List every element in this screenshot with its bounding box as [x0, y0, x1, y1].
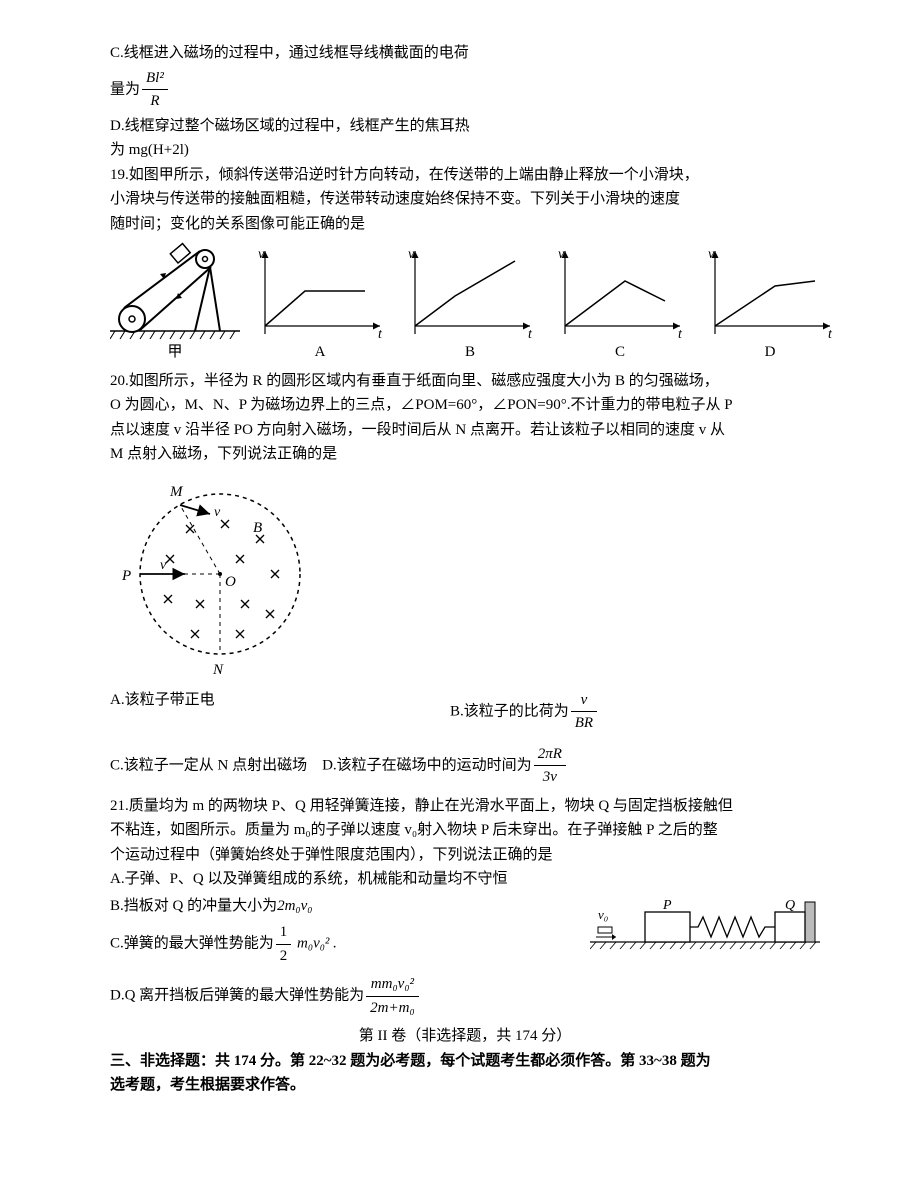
- q21-row-bcfig: B.挡板对 Q 的冲量大小为2m₀v₀ C.弹簧的最大弹性势能为12 m₀v₀²…: [110, 893, 820, 970]
- q20-figure: M v B P v O N: [110, 474, 820, 679]
- q21-optA: A.子弹、P、Q 以及弹簧组成的系统，机械能和动量均不守恒: [110, 868, 820, 891]
- section2-title: 第 II 卷（非选择题，共 174 分）: [110, 1025, 820, 1048]
- q19-vt-A: v t A: [250, 246, 390, 364]
- svg-text:t: t: [678, 327, 683, 341]
- label-N: N: [212, 662, 224, 678]
- q20-stem2: O 为圆心，M、N、P 为磁场边界上的三点，∠POM=60°，∠PON=90°.…: [110, 394, 820, 417]
- q18-fracC: Bl²R: [142, 67, 168, 113]
- q20-optB: B.该粒子的比荷为vBR: [450, 689, 820, 735]
- q18-opt-c-line2: 量为Bl²R: [110, 67, 820, 113]
- svg-text:t: t: [378, 327, 383, 341]
- q19-label-C: C: [550, 341, 690, 364]
- q19-stem1: 19.如图甲所示，倾斜传送带沿逆时针方向转动，在传送带的上端由静止释放一个小滑块…: [110, 164, 820, 187]
- q18-optc-prefix: 量为: [110, 81, 140, 97]
- q21-optB: B.挡板对 Q 的冲量大小为2m₀v₀: [110, 895, 570, 918]
- svg-text:v: v: [408, 247, 415, 262]
- q20-options-row2: C.该粒子一定从 N 点射出磁场 D.该粒子在磁场中的运动时间为2πR3v: [110, 743, 820, 789]
- label-P: P: [121, 568, 131, 584]
- svg-text:v: v: [258, 247, 265, 262]
- label-M: M: [169, 484, 184, 500]
- q20-stem1: 20.如图所示，半径为 R 的圆形区域内有垂直于纸面向里、磁感应强度大小为 B …: [110, 370, 820, 393]
- q21-stem3: 个运动过程中（弹簧始终处于弹性限度范围内），下列说法正确的是: [110, 844, 820, 867]
- q19-vt-D: v t D: [700, 246, 840, 364]
- q20-options-row1: A.该粒子带正电 B.该粒子的比荷为vBR: [110, 687, 820, 737]
- label-O: O: [225, 574, 236, 590]
- q19-caption-jia: 甲: [110, 341, 240, 364]
- svg-text:v: v: [708, 247, 715, 262]
- q20-stem3: 点以速度 v 沿半径 PO 方向射入磁场，一段时间后从 N 点离开。若让该粒子以…: [110, 419, 820, 442]
- svg-text:t: t: [828, 327, 833, 341]
- q18-opt-d-line1: D.线框穿过整个磁场区域的过程中，线框产生的焦耳热: [110, 115, 820, 138]
- label-B: B: [253, 520, 262, 536]
- q20-stem4: M 点射入磁场，下列说法正确的是: [110, 443, 820, 466]
- q20-optD-pre: D.该粒子在磁场中的运动时间为: [322, 757, 532, 773]
- q21-stem1: 21.质量均为 m 的两物块 P、Q 用轻弹簧连接，静止在光滑水平面上，物块 Q…: [110, 795, 820, 818]
- q19-label-B: B: [400, 341, 540, 364]
- svg-text:t: t: [528, 327, 533, 341]
- q19-vt-C: v t C: [550, 246, 690, 364]
- svg-text:Q: Q: [785, 898, 795, 913]
- q18-opt-d-line2: 为 mg(H+2l): [110, 139, 820, 162]
- svg-text:P: P: [662, 898, 672, 913]
- q19-incline-figure: 甲: [110, 241, 240, 364]
- label-v-M: v: [214, 505, 221, 520]
- q19-stem3: 随时间；变化的关系图像可能正确的是: [110, 213, 820, 236]
- q18-opt-c-line1: C.线框进入磁场的过程中，通过线框导线横截面的电荷: [110, 42, 820, 65]
- incline-svg: [110, 241, 240, 341]
- q20-fracB: vBR: [571, 689, 597, 735]
- q21-stem2: 不粘连，如图所示。质量为 m₀的子弹以速度 v₀射入物块 P 后未穿出。在子弹接…: [110, 819, 820, 842]
- q19-vt-B: v t B: [400, 246, 540, 364]
- q21-optC: C.弹簧的最大弹性势能为12 m₀v₀² .: [110, 921, 570, 967]
- section2-line1b: 选考题，考生根据要求作答。: [110, 1074, 820, 1097]
- svg-text:v: v: [558, 247, 565, 262]
- q21-optC-post: m₀v₀² .: [293, 935, 337, 951]
- svg-text:v₀: v₀: [598, 907, 608, 922]
- q19-stem2: 小滑块与传送带的接触面粗糙，传送带转动速度始终保持不变。下列关于小滑块的速度: [110, 188, 820, 211]
- q19-label-D: D: [700, 341, 840, 364]
- q21-optD: D.Q 离开挡板后弹簧的最大弹性势能为mm₀v₀²2m+m₀: [110, 973, 820, 1019]
- q19-label-A: A: [250, 341, 390, 364]
- q20-optA: A.该粒子带正电: [110, 689, 450, 735]
- q21-fracD: mm₀v₀²2m+m₀: [366, 973, 419, 1019]
- label-v-P: v: [160, 558, 167, 573]
- q20-fracD: 2πR3v: [534, 743, 566, 789]
- q21-fracC: 12: [276, 921, 292, 967]
- section2-line1a: 三、非选择题：共 174 分。第 22~32 题为必考题，每个试题考生都必须作答…: [110, 1050, 820, 1073]
- vt-svg-A: v t: [250, 246, 390, 341]
- q21-optB-expr: 2m₀v₀: [277, 898, 312, 914]
- q21-figure: v₀ P Q: [590, 897, 820, 952]
- q19-figure-row: 甲 v t A v t B v t C: [110, 241, 820, 364]
- q20-optC: C.该粒子一定从 N 点射出磁场: [110, 757, 307, 773]
